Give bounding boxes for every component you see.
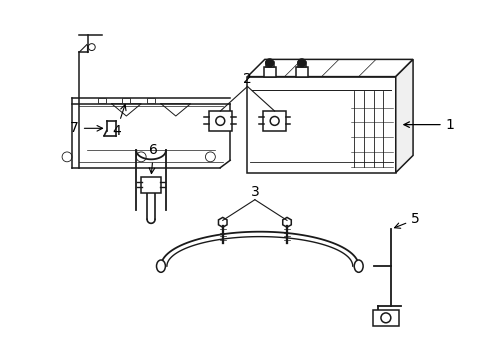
Bar	[98, 98, 105, 103]
Ellipse shape	[156, 260, 165, 272]
Bar	[147, 98, 155, 103]
Bar	[263, 67, 275, 77]
Bar	[265, 62, 273, 67]
Bar	[295, 67, 307, 77]
Text: 3: 3	[250, 185, 259, 199]
Text: 6: 6	[149, 144, 158, 174]
Polygon shape	[247, 59, 412, 77]
FancyBboxPatch shape	[141, 176, 161, 193]
Text: 1: 1	[403, 118, 454, 132]
Text: 7: 7	[70, 121, 102, 135]
Bar	[122, 98, 130, 103]
Ellipse shape	[353, 260, 363, 272]
Text: 2: 2	[243, 72, 251, 86]
FancyBboxPatch shape	[372, 310, 398, 326]
FancyBboxPatch shape	[263, 111, 285, 131]
Circle shape	[265, 59, 273, 67]
Text: 4: 4	[112, 104, 126, 138]
Circle shape	[297, 59, 305, 67]
FancyBboxPatch shape	[208, 111, 231, 131]
Polygon shape	[395, 59, 412, 172]
Bar	[297, 62, 305, 67]
Bar	[247, 77, 395, 172]
Text: 5: 5	[394, 212, 419, 228]
